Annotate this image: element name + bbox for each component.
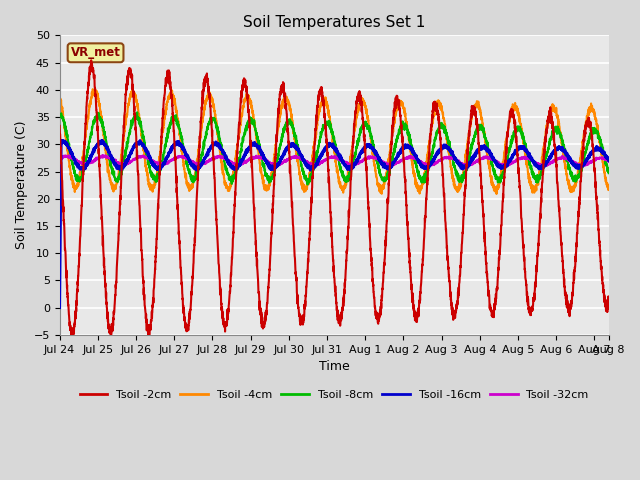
Text: VR_met: VR_met [70,46,120,60]
Title: Soil Temperatures Set 1: Soil Temperatures Set 1 [243,15,426,30]
X-axis label: Time: Time [319,360,349,373]
Legend: Tsoil -2cm, Tsoil -4cm, Tsoil -8cm, Tsoil -16cm, Tsoil -32cm: Tsoil -2cm, Tsoil -4cm, Tsoil -8cm, Tsoi… [76,385,593,404]
Y-axis label: Soil Temperature (C): Soil Temperature (C) [15,121,28,250]
